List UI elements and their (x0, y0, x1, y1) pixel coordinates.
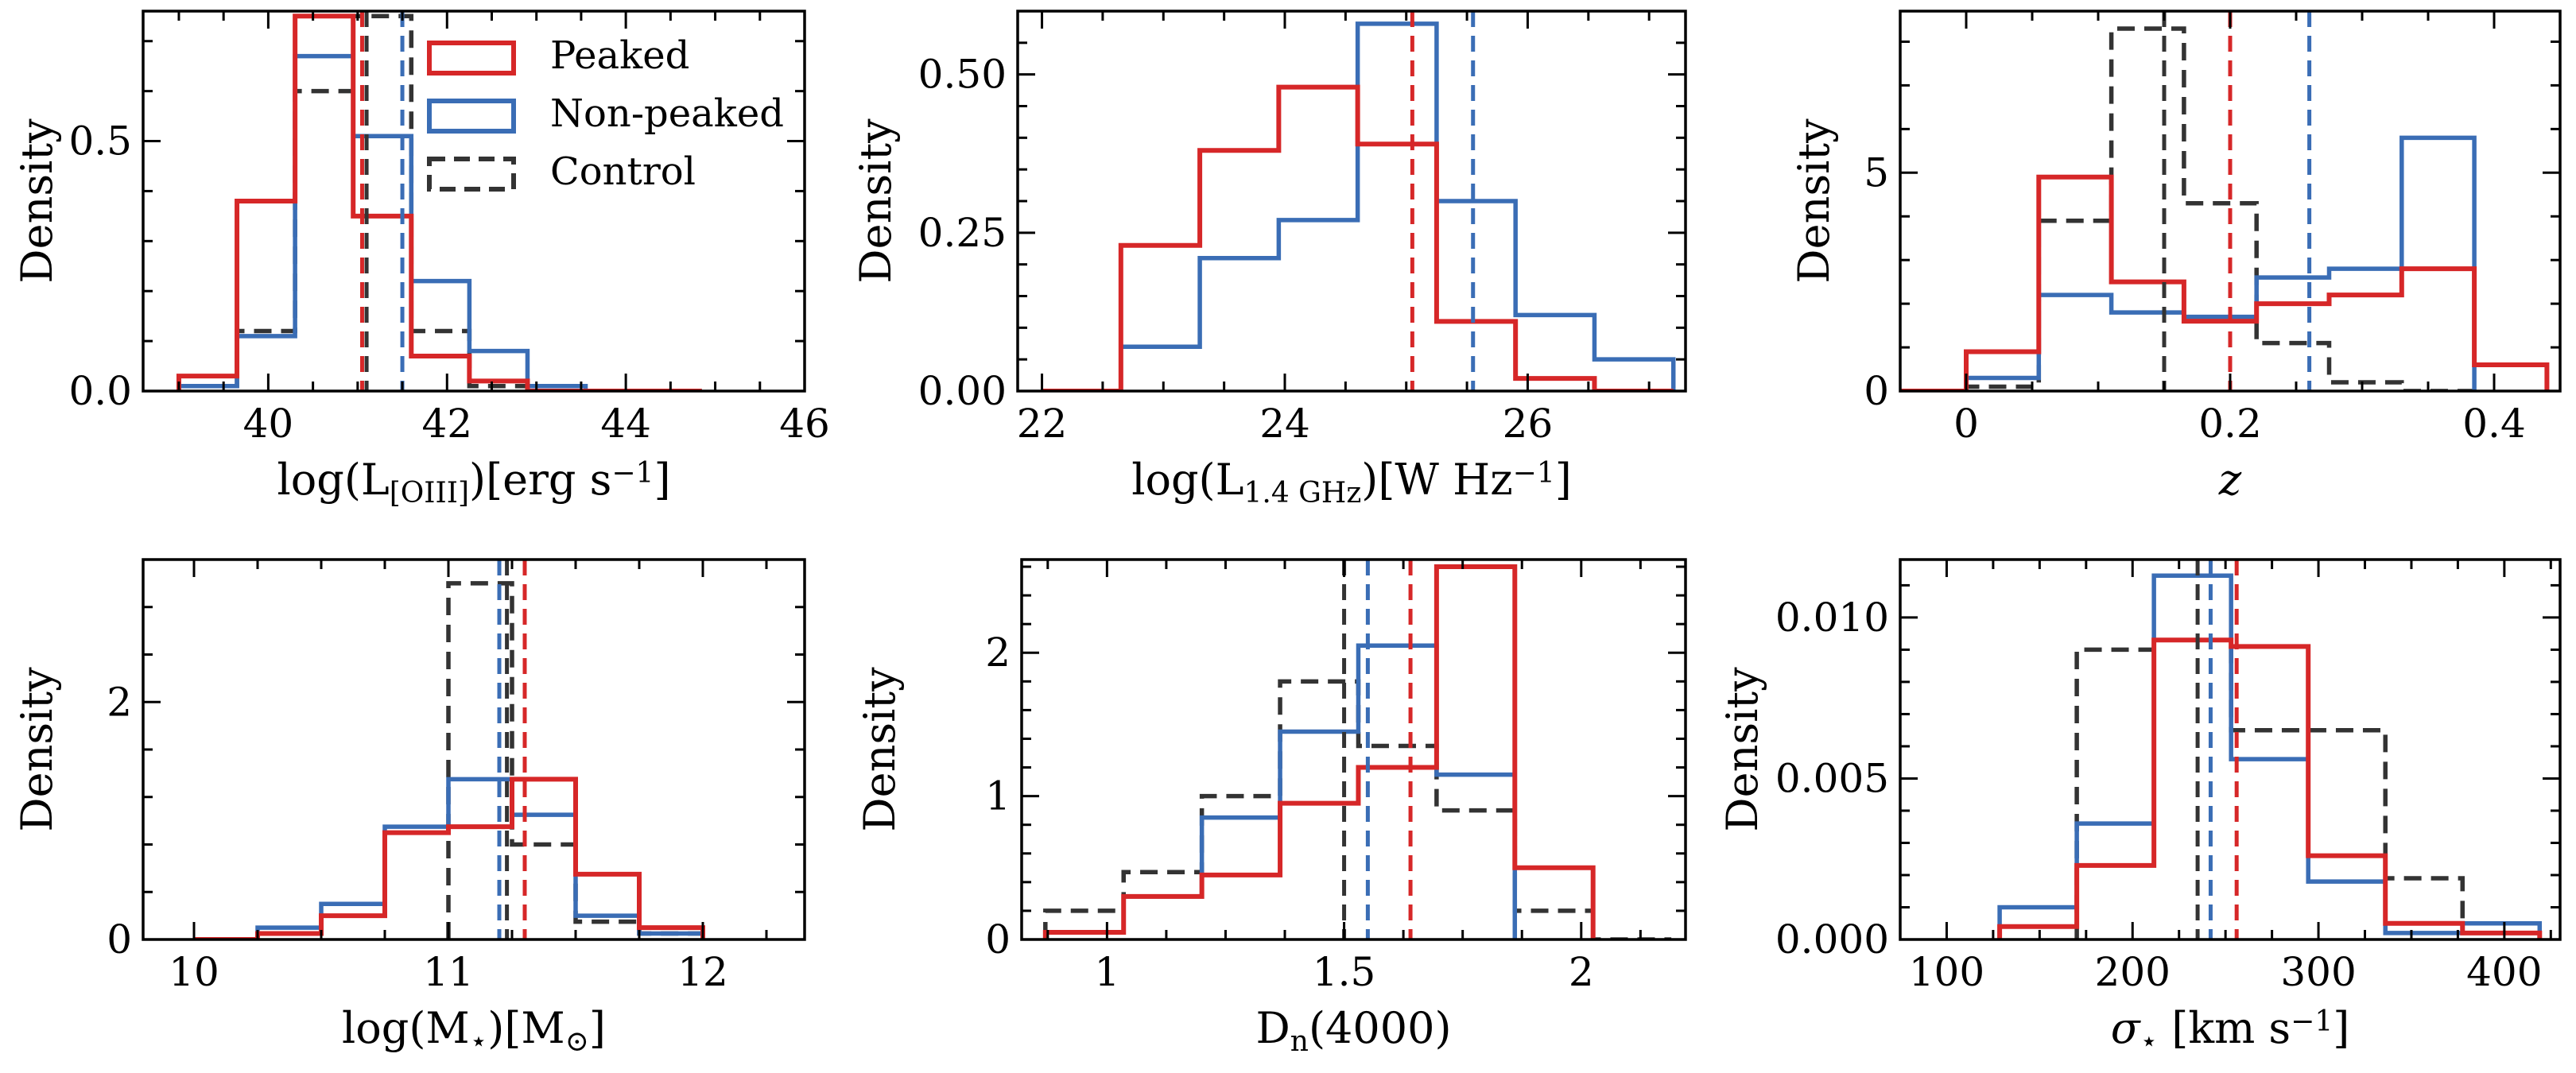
y-tick-label: 0.010 (1775, 595, 1889, 641)
x-tick-label: 300 (2280, 949, 2356, 995)
y-tick-label: 2 (985, 629, 1011, 676)
legend-label-peaked: Peaked (550, 33, 689, 78)
panel-5: 1 1.5 2 0 1 2 Dn(4000) Density (855, 558, 1687, 1058)
x-tick-label: 26 (1503, 401, 1554, 447)
panel-6: 100 200 300 400 0.000 0.005 0.010 σ⋆ [km s−1] De… (1717, 558, 2562, 1058)
plot-area (1997, 560, 2543, 939)
y-tick-label: 0.5 (68, 118, 132, 165)
x-tick-label: 10 (169, 949, 219, 995)
legend-label-control: Control (550, 149, 696, 194)
hist-control (2074, 637, 2465, 939)
y-axis-label: Density (12, 667, 62, 832)
x-axis-label: log(L[OIII])[erg s−1] (277, 455, 670, 509)
y-tick-label: 0.005 (1775, 755, 1889, 801)
y-axis-label: Density (851, 118, 901, 284)
x-axis-label: log(L1.4 GHz)[W Hz−1] (1131, 455, 1572, 509)
y-tick-label: 0 (107, 916, 132, 963)
plot-area (194, 560, 705, 939)
x-axis-label: Dn(4000) (1255, 1003, 1451, 1058)
y-tick-label: 1 (985, 773, 1011, 819)
x-tick-label: 2 (1569, 949, 1594, 995)
panel-2: 22 24 26 0.00 0.25 0.50 log(L1.4 GHz)[W Hz−1] D… (851, 10, 1687, 509)
x-tick-label: 11 (423, 949, 474, 995)
x-tick-label: 42 (421, 401, 472, 447)
hist-peaked (1042, 84, 1674, 391)
legend-swatch-peaked (427, 41, 516, 76)
hist-peaked (1997, 637, 2543, 939)
y-axis-label: Density (1717, 667, 1767, 832)
plot-area (176, 11, 702, 391)
x-tick-label: 40 (243, 401, 294, 447)
y-tick-label: 0.50 (918, 52, 1007, 98)
x-tick-label: 1.5 (1313, 949, 1376, 995)
legend-swatch-control (427, 157, 516, 192)
axes-frame (142, 10, 806, 393)
axes-frame (142, 558, 806, 941)
y-tick-label: 0.00 (918, 368, 1007, 414)
x-tick-label: 24 (1259, 401, 1310, 447)
hist-control (1964, 26, 2475, 391)
x-tick-label: 1 (1094, 949, 1119, 995)
x-tick-label: 100 (1909, 949, 1984, 995)
hist-peaked (1042, 564, 1596, 939)
axes-frame (1020, 558, 1687, 941)
x-tick-label: 22 (1017, 401, 1068, 447)
x-tick-label: 0 (1953, 401, 1979, 447)
plot-area (1042, 560, 1672, 939)
y-tick-label: 0.25 (918, 210, 1007, 256)
hist-non-peaked (1997, 573, 2543, 939)
x-axis-label: z (2218, 455, 2242, 505)
hist-control (177, 14, 702, 391)
x-tick-label: 0.4 (2462, 401, 2526, 447)
plot-area (1900, 11, 2550, 391)
x-tick-label: 44 (600, 401, 651, 447)
panel-3: 0 0.2 0.4 0 5 z Density (1789, 10, 2562, 505)
panel-4: 10 11 12 0 2 log(M⋆)[M⊙] Density (12, 558, 806, 1058)
hist-peaked (1900, 174, 2550, 391)
x-tick-label: 46 (779, 401, 830, 447)
y-tick-label: 2 (107, 679, 132, 725)
y-axis-label: Density (1789, 118, 1839, 284)
hist-peaked (176, 14, 702, 391)
y-tick-label: 0.000 (1775, 916, 1889, 963)
axes-frame (1899, 558, 2562, 941)
x-tick-label: 12 (677, 949, 728, 995)
hist-peaked (194, 777, 705, 939)
legend: Peaked Non-peaked Control (427, 33, 784, 194)
y-tick-label: 0.0 (68, 368, 132, 414)
legend-label-non-peaked: Non-peaked (550, 91, 784, 136)
y-tick-label: 0 (1864, 368, 1889, 414)
x-tick-label: 200 (2095, 949, 2171, 995)
plot-area (1042, 11, 1676, 391)
x-axis-label: σ⋆ [km s−1] (2111, 1003, 2350, 1058)
panel-1: 40 42 44 46 0.0 0.5 log(L[OIII])[erg s−1] Densi… (12, 10, 830, 509)
x-axis-label: log(M⋆)[M⊙] (342, 1003, 606, 1058)
y-tick-label: 5 (1864, 149, 1889, 196)
legend-swatch-non-peaked (427, 99, 516, 134)
hist-non-peaked (1043, 643, 1518, 939)
x-tick-label: 0.2 (2198, 401, 2262, 447)
y-axis-label: Density (855, 667, 905, 832)
y-axis-label: Density (12, 118, 62, 284)
hist-non-peaked (1042, 21, 1676, 391)
axes-frame (1016, 10, 1687, 393)
x-tick-label: 400 (2466, 949, 2542, 995)
y-tick-label: 0 (985, 916, 1011, 963)
